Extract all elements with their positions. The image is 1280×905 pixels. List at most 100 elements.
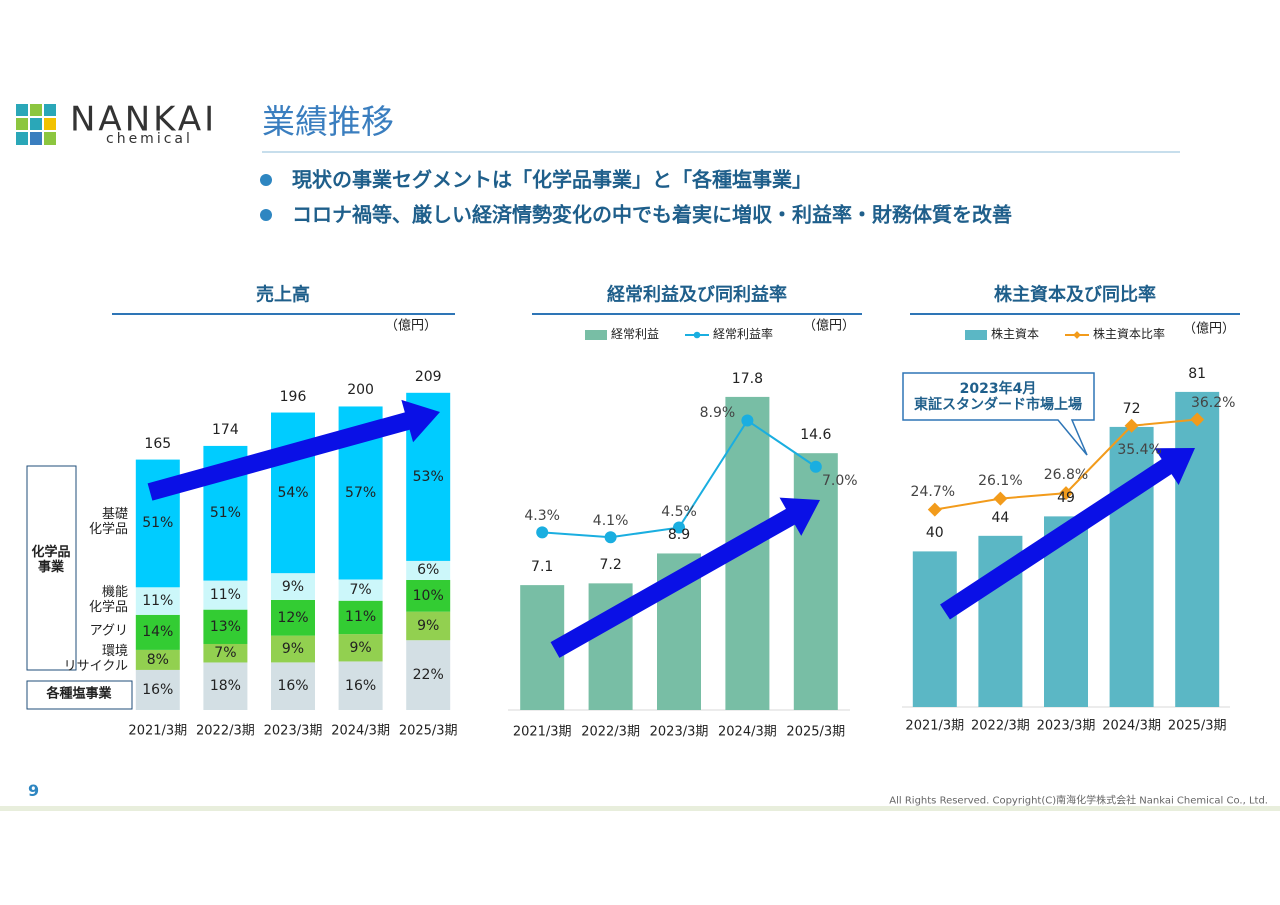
marker xyxy=(1124,418,1139,433)
marker xyxy=(673,521,685,534)
bar-segment xyxy=(338,600,383,635)
legend-label: 経常利益 xyxy=(611,327,660,342)
total-label: 200 xyxy=(347,382,374,399)
marker xyxy=(993,491,1008,506)
bar xyxy=(912,551,957,707)
annotation: 2023年4月 東証スタンダード市場上場 xyxy=(914,380,1082,413)
bar-segment xyxy=(271,599,315,636)
series-label: アグリ xyxy=(89,623,128,639)
chart-title: 売上高 xyxy=(256,284,310,306)
trend-arrow xyxy=(147,399,441,501)
bar-label: 49 xyxy=(1057,490,1075,507)
bar-segment xyxy=(271,573,315,600)
annotation-box xyxy=(902,372,1095,456)
series-label: 機能 化学品 xyxy=(88,585,128,616)
bar-segment xyxy=(338,634,383,662)
bar-segment xyxy=(271,635,315,663)
bar-segment xyxy=(203,662,248,710)
segment-label: 54% xyxy=(277,484,309,501)
x-tick-label: 2022/3期 xyxy=(581,724,640,740)
page-number: 9 xyxy=(28,780,40,800)
logo-name: NANKAI xyxy=(70,99,218,140)
segment-label: 16% xyxy=(142,681,174,698)
bullet-dot xyxy=(260,209,272,221)
x-tick-label: 2023/3期 xyxy=(1036,718,1096,734)
bullet-text: コロナ禍等、厳しい経済情勢変化の中でも着実に増収・利益率・財務体質を改善 xyxy=(292,202,1012,227)
chart-title: 経常利益及び同利益率 xyxy=(607,284,787,306)
footer-band xyxy=(0,806,1280,811)
bar-segment xyxy=(406,640,451,710)
x-tick-label: 2025/3期 xyxy=(398,723,458,739)
x-tick-label: 2022/3期 xyxy=(196,723,255,739)
legend-marker xyxy=(1073,331,1081,339)
segment-label: 6% xyxy=(417,562,440,579)
page-title: 業績推移 xyxy=(262,102,394,142)
bar-segment xyxy=(406,579,451,612)
total-label: 209 xyxy=(414,368,442,385)
segment-label: 11% xyxy=(142,593,174,610)
bar-label: 40 xyxy=(925,525,944,542)
x-tick-label: 2021/3期 xyxy=(128,723,188,739)
total-label: 196 xyxy=(279,388,307,405)
bar-segment xyxy=(338,661,383,710)
bar-label: 44 xyxy=(991,509,1010,526)
bar xyxy=(793,453,838,710)
group-box xyxy=(26,465,77,671)
bar-label: 81 xyxy=(1188,365,1207,382)
x-tick-label: 2025/3期 xyxy=(786,724,846,740)
series-label: 各種塩事業 xyxy=(46,686,112,702)
trend-arrow xyxy=(940,448,1195,620)
x-tick-label: 2021/3期 xyxy=(905,718,965,734)
logo-icon xyxy=(16,104,56,145)
marker xyxy=(1190,412,1205,427)
total-label: 174 xyxy=(212,421,239,438)
segment-label: 9% xyxy=(417,617,440,634)
marker xyxy=(741,414,754,427)
unit-label: （億円） xyxy=(384,318,437,334)
line-label: 4.3% xyxy=(524,508,560,525)
segment-label: 16% xyxy=(277,678,309,695)
segment-label: 7% xyxy=(349,582,372,599)
line-label: 26.1% xyxy=(978,472,1023,489)
line-label: 4.5% xyxy=(661,503,697,520)
line-label: 36.2% xyxy=(1190,395,1236,412)
copyright: All Rights Reserved. Copyright(C)南海化学株式会… xyxy=(889,795,1268,807)
legend-box xyxy=(26,680,133,710)
unit-label: （億円） xyxy=(1182,321,1235,337)
x-tick-label: 2023/3期 xyxy=(649,724,709,740)
segment-label: 8% xyxy=(146,651,169,668)
legend-label: 株主資本比率 xyxy=(1093,327,1166,342)
bar-label: 7.1 xyxy=(531,559,554,576)
segment-label: 7% xyxy=(214,645,237,662)
legend-swatch xyxy=(965,330,987,340)
segment-label: 11% xyxy=(209,587,241,604)
segment-label: 57% xyxy=(345,484,377,501)
line-label: 4.1% xyxy=(592,513,629,530)
bar-label: 17.8 xyxy=(731,370,763,387)
bullet-text: 現状の事業セグメントは「化学品事業」と「各種塩事業」 xyxy=(292,167,812,192)
segment-label: 16% xyxy=(345,677,377,694)
bar-segment xyxy=(271,662,315,710)
segment-label: 9% xyxy=(281,640,305,657)
total-label: 165 xyxy=(144,435,172,452)
group-label: 化学品 事業 xyxy=(31,545,71,575)
bar-segment xyxy=(135,587,180,615)
marker xyxy=(927,502,942,517)
segment-label: 10% xyxy=(412,587,444,604)
marker xyxy=(536,526,549,539)
line-label: 7.0% xyxy=(822,472,858,489)
x-tick-label: 2024/3期 xyxy=(718,724,777,740)
segment-label: 13% xyxy=(209,618,241,635)
bar-segment xyxy=(406,560,451,580)
marker xyxy=(809,460,822,473)
x-tick-label: 2024/3期 xyxy=(331,723,390,739)
x-tick-label: 2021/3期 xyxy=(512,724,572,740)
marker xyxy=(604,531,617,544)
x-tick-label: 2022/3期 xyxy=(971,718,1030,734)
segment-label: 9% xyxy=(281,578,305,595)
bar-segment xyxy=(406,611,451,641)
marker xyxy=(1059,486,1073,501)
segment-label: 51% xyxy=(209,505,241,522)
